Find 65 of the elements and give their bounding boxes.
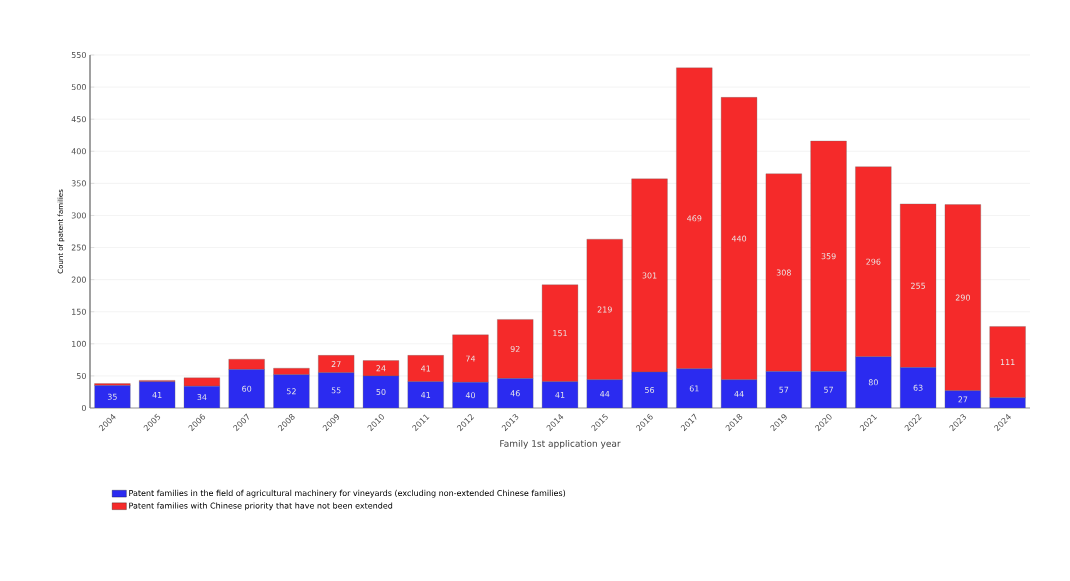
data-label: 301 <box>642 272 657 279</box>
data-label: 219 <box>597 306 612 313</box>
data-label: 34 <box>197 394 207 401</box>
data-label: 44 <box>734 390 744 397</box>
y-tick-label: 0 <box>81 404 86 412</box>
data-label: 440 <box>731 235 747 242</box>
data-label: 52 <box>286 388 296 395</box>
data-label: 40 <box>465 392 476 399</box>
data-label: 24 <box>376 365 386 372</box>
data-label: 359 <box>821 253 836 260</box>
data-label: 308 <box>776 269 791 276</box>
y-tick-label: 150 <box>72 308 86 315</box>
y-tick-label: 100 <box>72 340 86 347</box>
data-label: 92 <box>510 345 520 352</box>
data-label: 44 <box>600 390 610 397</box>
bar <box>273 374 310 408</box>
bar <box>900 367 937 408</box>
y-tick-label: 300 <box>71 212 86 219</box>
legend-label: Patent families with Chinese priority that have not been extended <box>129 502 393 511</box>
data-label: 151 <box>553 330 567 337</box>
data-label: 74 <box>466 355 476 362</box>
data-label: 57 <box>779 386 789 393</box>
data-label: 50 <box>376 388 386 395</box>
data-label: 255 <box>911 282 926 289</box>
y-tick-label: 200 <box>71 276 86 283</box>
x-axis-title: Family 1st application year <box>500 439 621 449</box>
data-label: 57 <box>824 386 833 393</box>
bar <box>676 368 713 408</box>
bar <box>586 379 623 408</box>
data-label: 41 <box>421 391 431 398</box>
data-label: 63 <box>913 384 923 391</box>
y-tick-label: 500 <box>71 84 86 91</box>
data-label: 290 <box>955 294 970 301</box>
data-label: 61 <box>689 385 699 392</box>
y-tick-label: 250 <box>71 244 86 251</box>
bar <box>228 369 265 408</box>
y-tick-label: 50 <box>76 372 86 379</box>
data-label: 41 <box>421 365 431 372</box>
y-tick-label: 400 <box>71 148 86 155</box>
bar <box>810 371 847 408</box>
y-tick-label: 350 <box>71 180 86 187</box>
y-tick-label: 550 <box>71 51 86 59</box>
data-label: 296 <box>866 258 881 265</box>
bar <box>631 371 668 408</box>
bar <box>407 381 444 408</box>
data-label: 35 <box>107 393 117 400</box>
bar <box>362 360 400 377</box>
data-label: 60 <box>242 385 252 392</box>
bar <box>855 356 892 408</box>
data-label: 56 <box>645 387 655 394</box>
legend-label: Patent families in the field of agricultural machinery for vineyards (excluding non-extended Chinese families) <box>129 489 566 498</box>
data-label: 27 <box>958 396 968 403</box>
data-label: 469 <box>687 215 702 222</box>
data-label: 41 <box>152 391 162 398</box>
data-label: 111 <box>1000 359 1015 366</box>
data-label: 55 <box>331 387 341 394</box>
bar <box>318 372 355 408</box>
bar <box>765 371 802 408</box>
data-label: 41 <box>555 391 565 398</box>
data-label: 80 <box>868 379 878 386</box>
data-label: 46 <box>510 390 520 397</box>
bar <box>228 359 265 370</box>
data-label: 27 <box>331 361 341 367</box>
y-tick-label: 450 <box>71 116 86 123</box>
bar <box>183 377 220 387</box>
